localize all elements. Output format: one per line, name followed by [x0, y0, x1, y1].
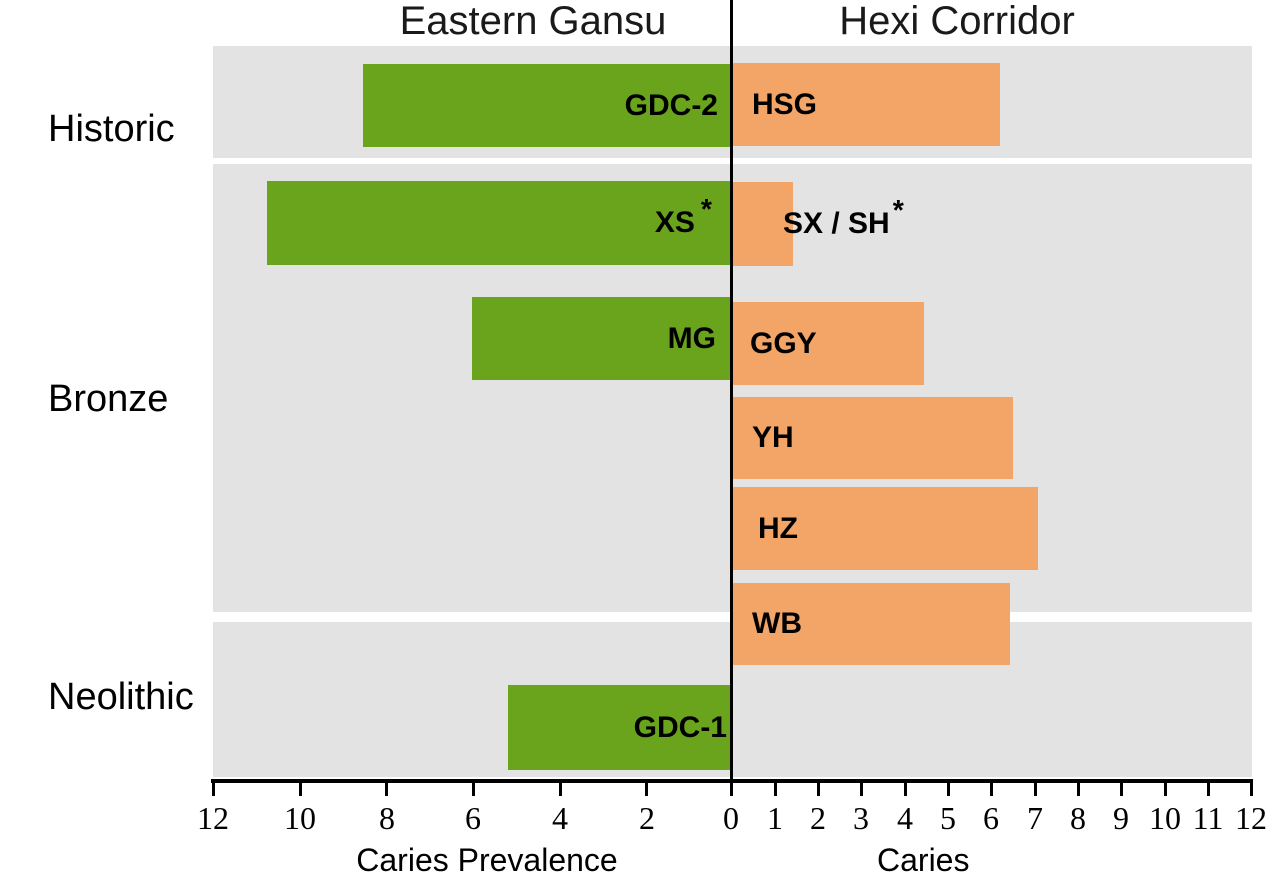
- x-tick-label: 9: [1113, 800, 1129, 836]
- tick-mark-zero: [730, 783, 733, 796]
- right-x-axis-title: Caries Prevalence: [877, 842, 1037, 878]
- x-tick-label: 4: [552, 800, 568, 836]
- bar-label-ggy: GGY: [750, 326, 817, 360]
- x-tick-label: 7: [1027, 800, 1043, 836]
- period-label-neolithic: Neolithic: [48, 676, 194, 718]
- x-tick-label: 12: [197, 800, 229, 836]
- tick-mark: [1120, 783, 1123, 796]
- bar-hz: HZ: [733, 487, 1038, 570]
- bar-label-sx-sh: SX / SH *: [783, 195, 904, 240]
- significance-asterisk: *: [700, 194, 712, 226]
- x-tick-label: 12: [1235, 800, 1267, 836]
- x-tick-label: 6: [465, 800, 481, 836]
- tick-mark: [299, 783, 302, 796]
- bar-label-hsg: HSG: [752, 87, 818, 121]
- right-panel-title: Hexi Corridor: [839, 0, 1075, 43]
- x-tick-label: 2: [810, 800, 826, 836]
- tick-mark: [1250, 783, 1253, 796]
- bar-gdc-1: GDC-1: [508, 685, 731, 770]
- x-tick-label: 10: [1149, 800, 1181, 836]
- bar-label-gdc-1: GDC-1: [633, 710, 727, 744]
- tick-mark: [1164, 783, 1167, 796]
- x-tick-label: 2: [639, 800, 655, 836]
- bar-wb: WB: [733, 583, 1010, 665]
- tick-mark: [1207, 783, 1210, 796]
- bar-label-wb: WB: [752, 607, 802, 640]
- x-tick-label: 8: [379, 800, 395, 836]
- bar-yh: YH: [733, 397, 1013, 479]
- bar-gdc-2: GDC-2: [363, 64, 731, 147]
- tick-mark: [817, 783, 820, 796]
- x-tick-label: 8: [1070, 800, 1086, 836]
- tick-mark: [860, 783, 863, 796]
- period-label-bronze: Bronze: [48, 378, 169, 420]
- tick-mark: [774, 783, 777, 796]
- tick-mark: [472, 783, 475, 796]
- tick-mark: [1034, 783, 1037, 796]
- bar-mg: MG: [472, 297, 731, 380]
- tick-mark: [645, 783, 648, 796]
- bar-sx-sh: SX / SH *: [733, 182, 904, 266]
- x-tick-label: 11: [1192, 800, 1224, 836]
- bar-label-mg: MG: [667, 321, 716, 355]
- tick-mark: [904, 783, 907, 796]
- bar-hsg: HSG: [733, 63, 1000, 146]
- x-tick-label-zero: 0: [723, 800, 739, 836]
- bar-ggy: GGY: [733, 302, 924, 385]
- significance-asterisk: *: [892, 195, 904, 227]
- tick-mark: [947, 783, 950, 796]
- center-divider-line: [730, 0, 733, 781]
- bar-label-hz: HZ: [758, 511, 798, 545]
- bar-label-xs: XS *: [654, 194, 712, 239]
- tick-mark: [990, 783, 993, 796]
- left-x-axis-title: Caries Prevalence: [356, 842, 618, 878]
- tick-mark: [385, 783, 388, 796]
- x-tick-label: 4: [897, 800, 913, 836]
- tick-mark: [559, 783, 562, 796]
- bar-xs: XS *: [267, 181, 731, 265]
- x-tick-label: 6: [983, 800, 999, 836]
- bar-label-gdc-2: GDC-2: [624, 88, 718, 122]
- x-tick-label: 3: [853, 800, 869, 836]
- tick-mark: [1077, 783, 1080, 796]
- x-axis-line: [211, 779, 1253, 783]
- x-tick-label: 5: [940, 800, 956, 836]
- tick-mark: [212, 783, 215, 796]
- bar-label-yh: YH: [752, 421, 794, 454]
- x-tick-label: 1: [767, 800, 783, 836]
- period-label-historic: Historic: [48, 108, 175, 150]
- left-panel-title: Eastern Gansu: [399, 0, 667, 43]
- x-tick-label: 10: [284, 800, 316, 836]
